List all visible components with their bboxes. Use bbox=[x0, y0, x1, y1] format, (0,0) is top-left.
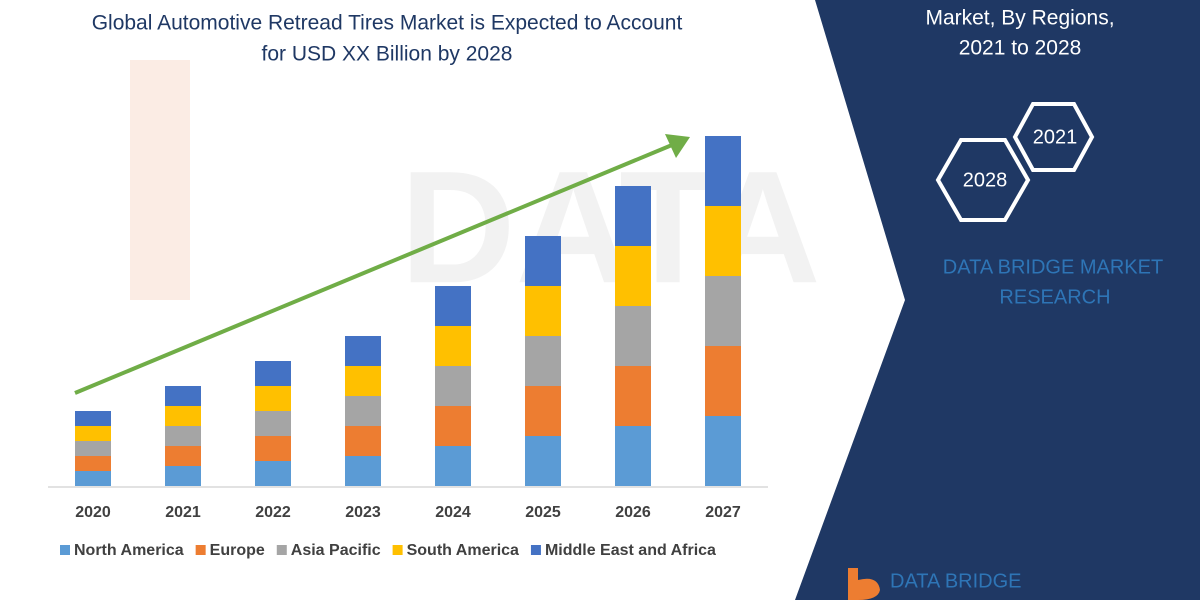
x-tick-label: 2024 bbox=[435, 504, 471, 521]
bar-segment bbox=[75, 471, 111, 486]
bar-segment bbox=[435, 406, 471, 446]
legend-swatch bbox=[60, 545, 70, 555]
bar-segment bbox=[525, 436, 561, 486]
logo-mark bbox=[848, 568, 880, 600]
panel-heading: 2021 to 2028 bbox=[959, 37, 1082, 60]
bar-segment bbox=[615, 306, 651, 366]
legend-swatch bbox=[530, 545, 541, 555]
bar-segment bbox=[345, 366, 381, 396]
bar-segment bbox=[525, 286, 561, 336]
x-tick-label: 2022 bbox=[255, 504, 291, 521]
legend-label: Europe bbox=[210, 542, 265, 559]
bar-segment bbox=[345, 456, 381, 486]
watermark-shape bbox=[130, 60, 190, 300]
legend-label: Middle East and Africa bbox=[545, 542, 716, 559]
hexagon bbox=[935, 138, 1031, 222]
bar-segment bbox=[255, 361, 291, 386]
legend-label: Asia Pacific bbox=[291, 542, 381, 559]
bar-segment bbox=[165, 466, 201, 486]
bar-segment bbox=[435, 446, 471, 486]
bar-segment bbox=[705, 136, 741, 206]
bar-segment bbox=[255, 461, 291, 486]
bar-segment bbox=[255, 411, 291, 436]
bar-segment bbox=[525, 336, 561, 386]
legend-label: North America bbox=[74, 542, 184, 559]
bar-segment bbox=[165, 446, 201, 466]
bar-segment bbox=[75, 426, 111, 441]
bar-segment bbox=[255, 386, 291, 411]
bar-segment bbox=[345, 426, 381, 456]
bar-segment bbox=[435, 366, 471, 406]
x-tick-label: 2021 bbox=[165, 504, 201, 521]
chart-title: for USD XX Billion by 2028 bbox=[262, 43, 513, 66]
bar-segment bbox=[345, 396, 381, 426]
brand-text: RESEARCH bbox=[999, 286, 1110, 308]
legend-swatch bbox=[392, 545, 403, 555]
bar-segment bbox=[435, 326, 471, 366]
bar-segment bbox=[525, 236, 561, 286]
legend-swatch bbox=[276, 545, 287, 555]
x-tick-label: 2027 bbox=[705, 504, 741, 521]
bar-segment bbox=[165, 386, 201, 406]
hexagon bbox=[1012, 102, 1095, 172]
bar-segment bbox=[345, 336, 381, 366]
bar-segment bbox=[615, 366, 651, 426]
logo-text: DATA BRIDGE bbox=[890, 570, 1022, 592]
bar-segment bbox=[435, 286, 471, 326]
bar-segment bbox=[615, 186, 651, 246]
bar-segment bbox=[165, 406, 201, 426]
bar-segment bbox=[705, 416, 741, 486]
bar-segment bbox=[75, 411, 111, 426]
trend-arrow bbox=[74, 143, 673, 395]
bar-segment bbox=[255, 436, 291, 461]
side-panel bbox=[795, 0, 1200, 600]
x-tick-label: 2025 bbox=[525, 504, 561, 521]
bar-segment bbox=[705, 206, 741, 276]
bar-segment bbox=[705, 276, 741, 346]
bar-segment bbox=[165, 426, 201, 446]
bar-segment bbox=[705, 346, 741, 416]
chart-title: Global Automotive Retread Tires Market i… bbox=[92, 12, 683, 35]
brand-text: DATA BRIDGE MARKET bbox=[943, 256, 1163, 278]
bar-segment bbox=[75, 441, 111, 456]
bar-segment bbox=[525, 386, 561, 436]
x-tick-label: 2023 bbox=[345, 504, 381, 521]
legend-label: South America bbox=[407, 542, 519, 559]
hexagon-label: 2021 bbox=[1033, 126, 1078, 148]
legend-swatch bbox=[195, 545, 206, 555]
bar-segment bbox=[615, 246, 651, 306]
panel-heading: Market, By Regions, bbox=[925, 7, 1114, 30]
x-tick-label: 2026 bbox=[615, 504, 651, 521]
trend-arrowhead bbox=[665, 134, 690, 158]
bar-segment bbox=[75, 456, 111, 471]
hexagon-label: 2028 bbox=[963, 169, 1008, 191]
bar-segment bbox=[615, 426, 651, 486]
x-tick-label: 2020 bbox=[75, 504, 111, 521]
